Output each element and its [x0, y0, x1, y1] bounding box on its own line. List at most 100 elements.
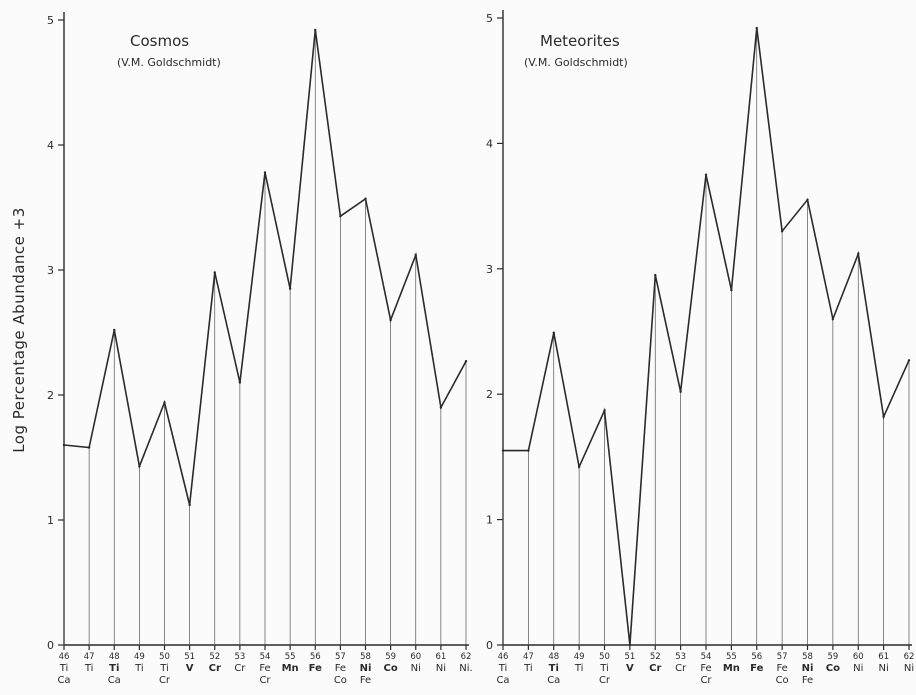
element-label: V — [626, 663, 634, 674]
data-point — [138, 465, 141, 468]
data-point — [679, 390, 682, 393]
element-label: Fe — [750, 663, 763, 674]
mass-number-label: 53 — [675, 652, 686, 662]
mass-number-label: 57 — [777, 652, 788, 662]
element-label: Co — [334, 675, 347, 686]
element-label: Ti — [134, 663, 144, 674]
mass-number-label: 55 — [726, 652, 737, 662]
chart-subtitle-cosmos: (V.M. Goldschmidt) — [117, 56, 221, 69]
element-label: Ti — [159, 663, 169, 674]
element-label: Ti — [574, 663, 584, 674]
element-label: Cr — [649, 663, 661, 674]
element-label: Mn — [282, 663, 299, 674]
element-label: Mn — [723, 663, 740, 674]
chart-title-meteorites: Meteorites — [540, 32, 620, 50]
element-label: Cr — [700, 675, 712, 686]
data-point — [704, 173, 708, 176]
y-axis-label: Log Percentage Abundance +3 — [10, 207, 28, 453]
mass-number-label: 61 — [435, 652, 446, 662]
mass-number-label: 53 — [234, 652, 245, 662]
data-point — [163, 401, 166, 404]
mass-number-label: 61 — [878, 652, 889, 662]
element-label: Ti — [109, 663, 119, 674]
mass-number-label: 62 — [461, 652, 472, 662]
element-label: Fe — [335, 663, 346, 674]
data-point — [501, 449, 505, 452]
data-point — [464, 360, 468, 363]
y-tick-label: 1 — [47, 514, 54, 527]
data-point — [263, 171, 267, 174]
data-point — [527, 449, 530, 452]
data-point — [907, 359, 911, 362]
mass-number-label: 48 — [109, 652, 120, 662]
element-label: Ca — [108, 675, 121, 686]
y-tick-label: 1 — [486, 514, 493, 527]
mass-number-label: 46 — [498, 652, 509, 662]
panel-cosmos: Cosmos (V.M. Goldschmidt) 01234546TiCa47… — [47, 12, 473, 686]
data-point — [364, 197, 367, 200]
mass-number-label: 60 — [853, 652, 864, 662]
data-point — [552, 331, 555, 334]
element-label: Ti — [498, 663, 508, 674]
element-label: Ti — [523, 663, 533, 674]
data-point — [882, 415, 885, 418]
chart-title-cosmos: Cosmos — [130, 32, 189, 50]
mass-number-label: 58 — [802, 652, 813, 662]
mass-number-label: 59 — [385, 652, 396, 662]
element-label: Cr — [599, 675, 611, 686]
mass-number-label: 62 — [904, 652, 915, 662]
chart-subtitle-meteorites: (V.M. Goldschmidt) — [524, 56, 628, 69]
mass-number-label: 54 — [701, 652, 712, 662]
data-point — [603, 409, 606, 412]
y-tick-label: 5 — [47, 14, 54, 27]
element-label: Ni — [878, 663, 888, 674]
data-point — [188, 503, 191, 507]
y-tick-label: 5 — [486, 12, 493, 25]
mass-number-label: 49 — [574, 652, 585, 662]
panel-meteorites: Meteorites (V.M. Goldschmidt) 01234546Ti… — [486, 10, 914, 686]
data-point — [314, 28, 317, 32]
data-point — [62, 443, 66, 447]
element-label: Cr — [209, 663, 221, 674]
data-point — [389, 318, 392, 322]
element-label: Ni — [853, 663, 863, 674]
element-label: Ca — [57, 675, 70, 686]
element-label: Ti — [599, 663, 609, 674]
mass-number-label: 49 — [134, 652, 145, 662]
mass-number-label: 58 — [360, 652, 371, 662]
mass-number-label: 47 — [84, 652, 95, 662]
data-point — [238, 381, 242, 384]
y-tick-label: 4 — [486, 137, 493, 150]
mass-number-label: 51 — [624, 652, 635, 662]
data-point — [439, 406, 443, 409]
y-tick-label: 0 — [47, 639, 54, 652]
mass-number-label: 57 — [335, 652, 346, 662]
mass-number-label: 59 — [827, 652, 838, 662]
data-point — [213, 271, 216, 274]
data-point — [857, 252, 860, 255]
element-label: Ca — [547, 675, 560, 686]
element-label: Ni — [411, 663, 421, 674]
element-label: Fe — [360, 675, 371, 686]
mass-number-label: 51 — [184, 652, 195, 662]
data-point — [831, 317, 835, 321]
y-tick-label: 2 — [47, 389, 54, 402]
y-tick-label: 0 — [486, 639, 493, 652]
mass-number-label: 50 — [159, 652, 170, 662]
data-point — [113, 328, 116, 332]
element-label: Ti — [59, 663, 69, 674]
data-point — [577, 465, 581, 469]
element-label: Fe — [802, 675, 813, 686]
data-point — [288, 287, 292, 290]
element-label: Ti — [84, 663, 94, 674]
data-point — [414, 253, 417, 257]
data-point — [87, 446, 91, 449]
element-label: Cr — [259, 675, 271, 686]
mass-number-label: 55 — [285, 652, 296, 662]
y-tick-label: 4 — [47, 139, 54, 152]
mass-number-label: 48 — [548, 652, 559, 662]
element-label: Fe — [309, 663, 322, 674]
data-point — [628, 643, 632, 647]
element-label: Ni. — [459, 663, 472, 674]
